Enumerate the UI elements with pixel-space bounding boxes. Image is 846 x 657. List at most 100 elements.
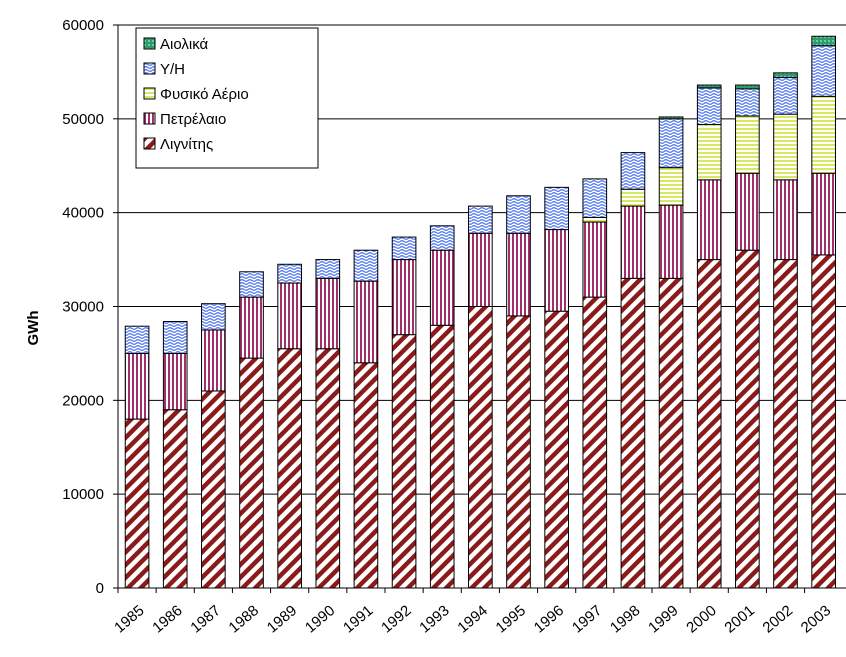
bar-segment-1987-Λιγνίτης bbox=[201, 390, 226, 589]
bar-segment-1986-Πετρέλαιο bbox=[162, 352, 188, 411]
bar-segment-2000-Φυσικό Αέριο bbox=[696, 123, 722, 181]
bar-segment-2003-Φυσικό Αέριο bbox=[811, 95, 836, 174]
x-tick-label: 1999 bbox=[645, 602, 681, 636]
bar-segment-1987-Πετρέλαιο bbox=[201, 329, 226, 392]
legend-swatch-Υ/Η bbox=[143, 62, 156, 75]
x-tick-label: 2002 bbox=[760, 602, 796, 636]
y-tick-label: 50000 bbox=[62, 111, 104, 128]
bar-segment-1989-Πετρέλαιο bbox=[277, 282, 302, 350]
x-tick-label: 1994 bbox=[454, 602, 490, 636]
y-tick-label: 40000 bbox=[62, 205, 104, 222]
bar-segment-1992-Λιγνίτης bbox=[391, 334, 417, 589]
bar-segment-2001-Αιολικά bbox=[735, 84, 760, 90]
bar-segment-1998-Λιγνίτης bbox=[620, 277, 646, 589]
bar-segment-2002-Υ/Η bbox=[773, 77, 798, 115]
x-tick-label: 2000 bbox=[683, 602, 719, 636]
bar-segment-1988-Λιγνίτης bbox=[239, 357, 264, 589]
bar-segment-2002-Αιολικά bbox=[773, 72, 798, 79]
x-tick-label: 1988 bbox=[226, 602, 262, 636]
y-tick-label: 60000 bbox=[62, 17, 104, 34]
y-tick-label: 20000 bbox=[62, 392, 104, 409]
legend-label: Αιολικά bbox=[160, 36, 209, 53]
bar-segment-2003-Υ/Η bbox=[811, 45, 836, 97]
bar-segment-1999-Λιγνίτης bbox=[658, 277, 684, 589]
bar-segment-2001-Πετρέλαιο bbox=[735, 172, 760, 251]
bar-segment-1992-Υ/Η bbox=[391, 236, 417, 261]
bar-segment-1989-Υ/Η bbox=[277, 263, 302, 284]
bar-segment-1986-Λιγνίτης bbox=[162, 409, 188, 589]
bar-segment-1995-Λιγνίτης bbox=[506, 315, 531, 589]
legend-swatch-Πετρέλαιο bbox=[143, 112, 156, 125]
bar-segment-2001-Φυσικό Αέριο bbox=[735, 115, 760, 174]
y-tick-label: 30000 bbox=[62, 299, 104, 316]
x-tick-label: 1997 bbox=[569, 602, 605, 636]
x-tick-label: 1993 bbox=[416, 602, 452, 636]
legend-swatch-Αιολικά bbox=[143, 37, 156, 50]
legend-label: Φυσικό Αέριο bbox=[160, 86, 249, 103]
bar-segment-1999-Φυσικό Αέριο bbox=[658, 167, 684, 206]
bar-segment-1995-Υ/Η bbox=[506, 195, 531, 234]
bar-segment-1993-Λιγνίτης bbox=[429, 324, 455, 589]
legend-label: Λιγνίτης bbox=[160, 136, 213, 153]
x-tick-label: 1989 bbox=[264, 602, 300, 636]
bar-segment-1999-Πετρέλαιο bbox=[658, 204, 684, 279]
y-tick-label: 10000 bbox=[62, 486, 104, 503]
bars-group bbox=[124, 35, 836, 589]
bar-segment-1987-Υ/Η bbox=[201, 303, 226, 331]
bar-segment-1996-Λιγνίτης bbox=[544, 310, 569, 589]
x-tick-label: 1985 bbox=[111, 602, 147, 636]
bar-segment-1989-Λιγνίτης bbox=[277, 348, 302, 589]
bar-segment-1997-Φυσικό Αέριο bbox=[582, 216, 608, 223]
x-tick-label: 1998 bbox=[607, 602, 643, 636]
bar-segment-1986-Υ/Η bbox=[162, 321, 188, 354]
bar-segment-2001-Υ/Η bbox=[735, 88, 760, 117]
y-tick-labels: 0 10000 20000 30000 40000 50000 60000 bbox=[62, 17, 118, 597]
legend-label: Υ/Η bbox=[160, 61, 185, 78]
bar-segment-1996-Υ/Η bbox=[544, 186, 569, 231]
bar-segment-2002-Λιγνίτης bbox=[773, 259, 798, 589]
bar-segment-2000-Λιγνίτης bbox=[696, 259, 722, 589]
bar-segment-2000-Υ/Η bbox=[696, 87, 722, 125]
bar-segment-1991-Πετρέλαιο bbox=[353, 280, 379, 364]
bar-segment-1990-Πετρέλαιο bbox=[315, 277, 341, 350]
bar-segment-1999-Αιολικά bbox=[658, 116, 684, 120]
bar-segment-2003-Λιγνίτης bbox=[811, 254, 836, 589]
bar-segment-2000-Αιολικά bbox=[696, 84, 722, 89]
bar-segment-1997-Λιγνίτης bbox=[582, 296, 608, 589]
bar-segment-2002-Φυσικό Αέριο bbox=[773, 113, 798, 181]
bar-segment-2002-Πετρέλαιο bbox=[773, 179, 798, 261]
legend-swatch-Φυσικό Αέριο bbox=[143, 87, 156, 100]
bar-segment-2003-Αιολικά bbox=[811, 35, 836, 47]
x-tick-label: 1987 bbox=[187, 602, 223, 636]
bar-segment-1985-Λιγνίτης bbox=[124, 418, 150, 589]
bar-segment-1994-Πετρέλαιο bbox=[468, 232, 493, 307]
legend-box bbox=[135, 27, 319, 169]
bar-segment-1991-Λιγνίτης bbox=[353, 362, 379, 589]
bar-segment-1988-Υ/Η bbox=[239, 271, 264, 298]
bar-segment-1998-Φυσικό Αέριο bbox=[620, 188, 646, 207]
bar-segment-1998-Πετρέλαιο bbox=[620, 205, 646, 279]
bar-segment-1998-Υ/Η bbox=[620, 152, 646, 190]
bar-segment-1997-Πετρέλαιο bbox=[582, 221, 608, 298]
x-tick-label: 1990 bbox=[302, 602, 338, 636]
bar-segment-1985-Υ/Η bbox=[124, 325, 150, 354]
bar-segment-1991-Υ/Η bbox=[353, 249, 379, 282]
bar-segment-1992-Πετρέλαιο bbox=[391, 259, 417, 336]
bar-segment-1997-Υ/Η bbox=[582, 178, 608, 218]
bar-segment-1985-Πετρέλαιο bbox=[124, 352, 150, 420]
legend-label: Πετρέλαιο bbox=[160, 111, 226, 128]
bar-segment-1996-Πετρέλαιο bbox=[544, 229, 569, 312]
x-tick-label: 1995 bbox=[493, 602, 529, 636]
x-tick-labels: 1985 1986 1987 1988 1989 1990 1991 1992 1993 1994… bbox=[111, 588, 834, 637]
bar-segment-1999-Υ/Η bbox=[658, 118, 684, 169]
y-tick-label: 0 bbox=[96, 580, 104, 597]
y-axis-label: GWh bbox=[25, 311, 42, 346]
legend-swatch-Λιγνίτης bbox=[143, 137, 156, 150]
bar-segment-1993-Υ/Η bbox=[429, 225, 455, 251]
x-tick-label: 1991 bbox=[340, 602, 376, 636]
x-tick-label: 2003 bbox=[798, 602, 834, 636]
bar-segment-2001-Λιγνίτης bbox=[735, 249, 760, 589]
x-tick-label: 1996 bbox=[531, 602, 567, 636]
bar-segment-1990-Υ/Η bbox=[315, 259, 341, 279]
